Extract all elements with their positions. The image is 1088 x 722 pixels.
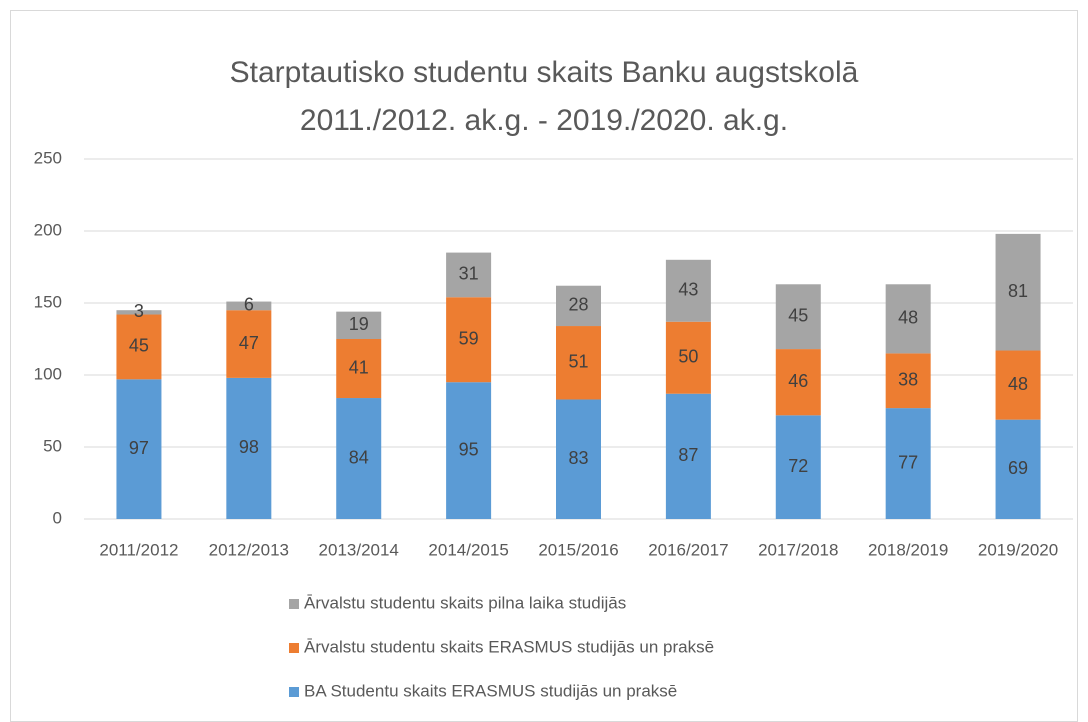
data-label: 95 xyxy=(459,439,479,459)
chart-title: Starptautisko studentu skaits Banku augs… xyxy=(230,56,859,89)
legend-swatch xyxy=(289,643,299,653)
data-label: 50 xyxy=(678,346,698,366)
y-tick-label: 250 xyxy=(34,148,62,167)
bar-segment xyxy=(995,419,1041,519)
x-tick-label: 2011/2012 xyxy=(99,540,178,559)
bar-segment xyxy=(995,350,1041,420)
x-tick-label: 2016/2017 xyxy=(648,540,728,559)
data-label: 43 xyxy=(678,280,698,300)
x-tick-label: 2014/2015 xyxy=(428,540,508,559)
x-tick-label: 2017/2018 xyxy=(758,540,838,559)
x-tick-label: 2013/2014 xyxy=(319,540,399,559)
data-label: 48 xyxy=(1008,374,1028,394)
bar-segment xyxy=(556,399,601,519)
data-label: 69 xyxy=(1008,458,1028,478)
data-label: 45 xyxy=(129,336,149,356)
data-label: 45 xyxy=(788,305,808,325)
legend-swatch xyxy=(289,687,299,697)
y-tick-label: 50 xyxy=(43,436,62,455)
data-label: 19 xyxy=(349,314,369,334)
bar-segment xyxy=(885,353,931,409)
bar-segment xyxy=(556,326,601,400)
data-label: 51 xyxy=(568,352,588,372)
data-label: 41 xyxy=(349,357,369,377)
data-label: 48 xyxy=(898,308,918,328)
data-label: 46 xyxy=(788,371,808,391)
bar-segment xyxy=(885,408,931,519)
data-label: 59 xyxy=(459,328,479,348)
bar-segment xyxy=(446,252,492,298)
x-tick-label: 2012/2013 xyxy=(209,540,289,559)
data-label: 38 xyxy=(898,370,918,390)
y-tick-label: 150 xyxy=(34,292,62,311)
bar-segment xyxy=(446,382,492,519)
bar-segment xyxy=(336,398,382,519)
legend-label: Ārvalstu studentu skaits pilna laika stu… xyxy=(304,593,626,612)
data-label: 98 xyxy=(239,437,259,457)
bar-segment xyxy=(665,393,711,519)
y-tick-label: 100 xyxy=(34,364,62,383)
bar-segment xyxy=(885,284,931,354)
bar-segment xyxy=(775,349,821,416)
bar-segment xyxy=(556,285,601,327)
legend-label: BA Studentu skaits ERASMUS studijās un p… xyxy=(304,681,677,700)
data-label: 28 xyxy=(568,295,588,315)
x-tick-label: 2019/2020 xyxy=(978,540,1058,559)
bar-segment xyxy=(665,259,711,322)
bar-segment xyxy=(665,321,711,394)
data-label: 72 xyxy=(788,456,808,476)
legend-swatch xyxy=(289,599,299,609)
bar-segment xyxy=(995,233,1041,351)
bar-segment xyxy=(775,284,821,350)
bar-segment xyxy=(336,339,382,399)
bar-segment xyxy=(226,377,272,519)
bar-segment xyxy=(226,301,272,311)
x-tick-label: 2015/2016 xyxy=(538,540,618,559)
bar-segment xyxy=(775,415,821,519)
data-label: 31 xyxy=(459,264,479,284)
bar-segment xyxy=(116,310,162,315)
data-label: 81 xyxy=(1008,281,1028,301)
y-tick-label: 0 xyxy=(53,508,62,527)
data-label: 84 xyxy=(349,447,369,467)
bar-segment xyxy=(446,297,492,383)
bar-segment xyxy=(226,310,272,378)
y-tick-label: 200 xyxy=(34,220,62,239)
bar-segment xyxy=(116,379,162,519)
data-label: 97 xyxy=(129,438,149,458)
x-tick-label: 2018/2019 xyxy=(868,540,948,559)
data-label: 83 xyxy=(568,448,588,468)
data-label: 6 xyxy=(244,295,254,315)
legend-label: Ārvalstu studentu skaits ERASMUS studijā… xyxy=(304,637,714,656)
data-label: 77 xyxy=(898,452,918,472)
chart-title: 2011./2012. ak.g. - 2019./2020. ak.g. xyxy=(300,104,788,137)
bar-segment xyxy=(336,311,382,339)
data-label: 87 xyxy=(678,445,698,465)
bar-segment xyxy=(116,314,162,380)
data-label: 47 xyxy=(239,333,259,353)
data-label: 3 xyxy=(134,301,144,321)
